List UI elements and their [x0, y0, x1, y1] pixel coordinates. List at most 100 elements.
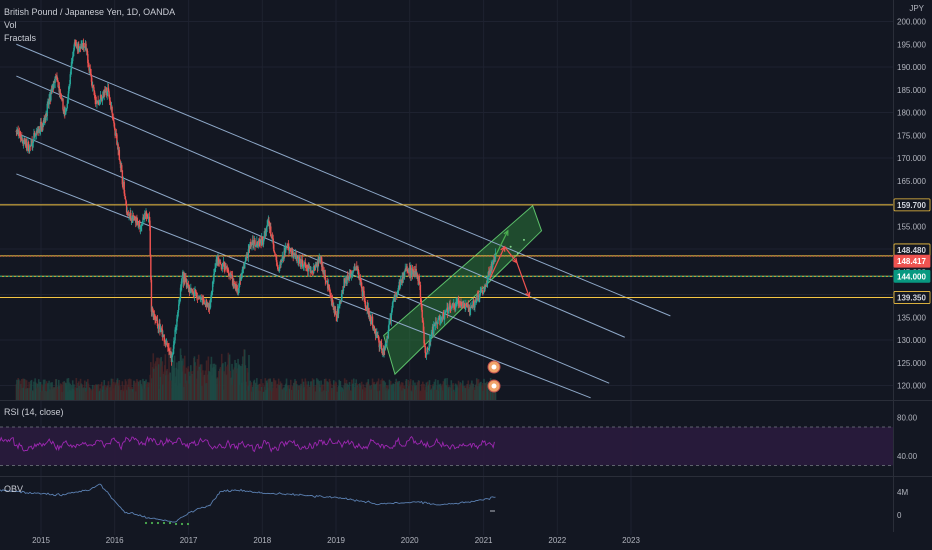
candle-body [95, 101, 98, 104]
obv-label[interactable]: OBV [4, 484, 24, 494]
candle-body [143, 219, 145, 220]
price-level-badge-label: 159.700 [897, 201, 926, 210]
candle-body [146, 216, 148, 217]
time-tick-label: 2021 [475, 536, 493, 545]
volume-bar [173, 355, 176, 400]
rsi-label[interactable]: RSI (14, close) [4, 407, 64, 417]
candle-body [179, 287, 182, 299]
candle-body [261, 237, 264, 241]
candle-body [86, 49, 88, 55]
candle-body [486, 283, 488, 286]
candle-body [151, 308, 154, 311]
candle-body [294, 255, 296, 256]
candle-body [247, 249, 250, 258]
candle-body [205, 300, 208, 307]
projection-dot [522, 238, 525, 241]
candle-body [67, 91, 70, 99]
candle-body [57, 81, 59, 87]
time-tick-label: 2017 [180, 536, 198, 545]
candle-body [60, 94, 62, 99]
candle-body [465, 304, 467, 308]
candle-body [144, 213, 146, 220]
candle-body [338, 306, 340, 307]
volume-bar [222, 363, 224, 400]
candle-body [214, 265, 217, 268]
candle-body [264, 231, 266, 236]
candle-body [73, 42, 76, 48]
candle-body [211, 281, 214, 292]
volume-bar [325, 378, 327, 400]
price-tick-label: 180.000 [897, 109, 926, 118]
vol-indicator-label[interactable]: Vol [4, 20, 17, 30]
candle-body [190, 288, 193, 292]
event-badge-inner [491, 364, 497, 370]
candle-body [391, 308, 393, 313]
time-axis[interactable]: 2015 2016 2017 2018 2019 2020 2021 2022 2023 [32, 536, 640, 545]
fractals-indicator-label[interactable]: Fractals [4, 33, 37, 43]
candle-body [187, 283, 189, 285]
candle-body [99, 99, 101, 101]
candle-body [25, 143, 28, 151]
candle-body [238, 283, 240, 288]
candle-body [296, 255, 298, 259]
candle-body [74, 42, 76, 44]
candle-body [73, 47, 75, 52]
candle-body [178, 304, 180, 311]
price-tick-label: 170.000 [897, 154, 926, 163]
candle-body [133, 216, 135, 220]
rsi-band [0, 427, 893, 466]
candle-body [228, 272, 230, 276]
obv-tick-label: 0 [897, 511, 902, 520]
price-tick-label: 120.000 [897, 382, 926, 391]
candle-body [254, 240, 256, 247]
candle-body [91, 81, 93, 87]
candle-body [83, 46, 85, 49]
symbol-title[interactable]: British Pound / Japanese Yen, 1D, OANDA [4, 7, 176, 17]
candle-body [425, 354, 428, 356]
candle-body [139, 226, 142, 230]
volume-bar [205, 360, 208, 400]
candle-body [185, 278, 187, 283]
candle-body [460, 305, 463, 307]
candle-body [167, 346, 170, 348]
candle-body [390, 312, 393, 322]
price-axis[interactable]: 200.000 195.000 190.000 185.000 180.000 175.0… [893, 18, 931, 391]
candle-body [391, 302, 394, 309]
candle-body [189, 289, 191, 293]
candle-body [414, 272, 416, 275]
candle-body [176, 318, 178, 327]
candle-body [161, 329, 164, 337]
candle-body [365, 306, 367, 309]
candle-body [176, 316, 179, 319]
candle-body [219, 261, 222, 265]
projection-channel [383, 204, 543, 376]
candle-body [240, 276, 242, 281]
candle-body [202, 300, 205, 301]
candle-body [454, 303, 457, 311]
candle-body [114, 128, 116, 136]
chart-legend: British Pound / Japanese Yen, 1D, OANDA … [4, 6, 175, 45]
time-tick-label: 2019 [327, 536, 345, 545]
candle-body [424, 345, 426, 353]
volume-bar [269, 378, 271, 400]
candle-body [217, 257, 220, 262]
volume-bar [271, 381, 273, 400]
candle-body [473, 300, 475, 305]
candle-body [223, 261, 225, 267]
candle-body [170, 352, 172, 354]
candle-body [215, 259, 217, 266]
candle-body [98, 99, 101, 103]
candle-body [341, 290, 343, 294]
candle-body [211, 291, 213, 293]
candle-body [281, 257, 283, 262]
candle-body [111, 106, 113, 114]
fractal-dot [174, 522, 178, 526]
candle-body [186, 283, 188, 288]
candle-body [302, 267, 305, 268]
candle-body [449, 308, 452, 310]
price-tick-label: 165.000 [897, 177, 926, 186]
candle-body [35, 131, 38, 135]
candle-body [58, 86, 61, 94]
candle-body [40, 121, 42, 127]
